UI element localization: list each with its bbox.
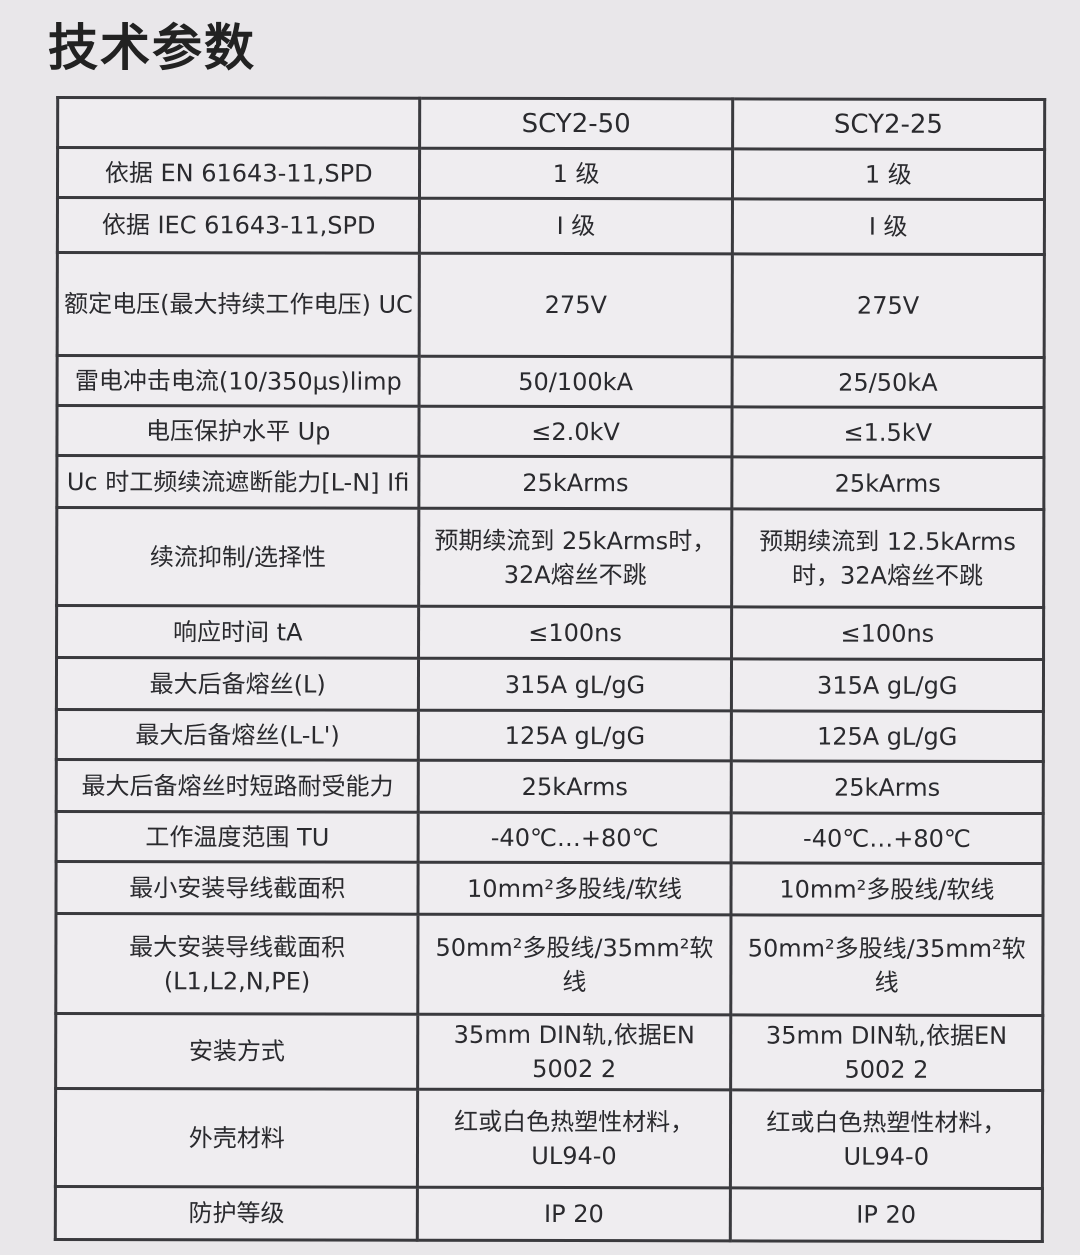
table-row: 最大后备熔丝(L) 315A gL/gG 315A gL/gG [56, 657, 1044, 712]
row-label: 响应时间 tA [56, 605, 420, 659]
value-scy2-25: 50mm²多股线/35mm²软线 [730, 914, 1043, 1016]
table-row: 安装方式 35mm DIN轨,依据EN 5002 2 35mm DIN轨,依据EN … [55, 1013, 1043, 1091]
value-scy2-50: 10mm²多股线/软线 [418, 862, 731, 915]
row-label: 续流抑制/选择性 [56, 507, 420, 607]
value-scy2-25: 25kArms [730, 760, 1044, 814]
value-scy2-50: ≤2.0kV [419, 406, 732, 457]
row-label: 安装方式 [55, 1013, 419, 1090]
row-label: 雷电冲击电流(10/350μs)limp [57, 355, 420, 407]
value-scy2-25: ≤100ns [731, 606, 1044, 660]
table-header-row: SCY2-50 SCY2-25 [57, 97, 1045, 150]
header-cell-scy2-25: SCY2-25 [732, 98, 1045, 150]
value-scy2-50: -40℃…+80℃ [418, 812, 731, 863]
value-scy2-50: ≤100ns [418, 606, 732, 659]
table-row: 电压保护水平 Up ≤2.0kV ≤1.5kV [56, 405, 1045, 458]
value-scy2-50: 预期续流到 25kArms时，32A熔丝不跳 [419, 508, 732, 607]
table-row: 最小安装导线截面积 10mm²多股线/软线 10mm²多股线/软线 [55, 861, 1044, 916]
value-scy2-50: 1 级 [419, 148, 733, 199]
value-scy2-25: 25kArms [731, 456, 1044, 510]
table-row: 防护等级 IP 20 IP 20 [55, 1186, 1043, 1242]
value-scy2-50: 125A gL/gG [418, 710, 732, 761]
value-scy2-50: 315A gL/gG [418, 658, 732, 711]
value-scy2-25: 10mm²多股线/软线 [730, 862, 1044, 916]
row-label: 防护等级 [55, 1186, 418, 1241]
value-scy2-25: 35mm DIN轨,依据EN 5002 2 [730, 1014, 1043, 1091]
value-scy2-25: -40℃…+80℃ [730, 812, 1044, 864]
row-label: 电压保护水平 Up [56, 405, 420, 457]
row-label: 外壳材料 [55, 1088, 419, 1188]
value-scy2-50: 25kArms [418, 760, 731, 813]
value-scy2-25: I 级 [731, 198, 1045, 255]
value-scy2-50: 35mm DIN轨,依据EN 5002 2 [418, 1014, 731, 1090]
value-scy2-25: 预期续流到 12.5kArms时，32A熔丝不跳 [731, 508, 1044, 608]
value-scy2-25: 125A gL/gG [730, 710, 1044, 762]
row-label: 最小安装导线截面积 [55, 861, 419, 915]
table-row: 雷电冲击电流(10/350μs)limp 50/100kA 25/50kA [57, 355, 1045, 408]
value-scy2-50: 红或白色热塑性材料，UL94-0 [417, 1089, 731, 1188]
page-title: 技术参数 [48, 19, 256, 77]
header-cell-empty [57, 97, 421, 149]
table-row: 工作温度范围 TU -40℃…+80℃ -40℃…+80℃ [56, 811, 1044, 864]
table-row: 响应时间 tA ≤100ns ≤100ns [56, 605, 1044, 660]
row-label: 最大安装导线截面积 (L1,L2,N,PE) [55, 913, 419, 1015]
table-row: 续流抑制/选择性 预期续流到 25kArms时，32A熔丝不跳 预期续流到 12.5… [56, 507, 1044, 608]
value-scy2-50: I 级 [419, 198, 733, 254]
value-scy2-25: 315A gL/gG [731, 658, 1044, 712]
value-scy2-25: IP 20 [729, 1187, 1043, 1242]
row-label: Uc 时工频续流遮断能力[L-N] Ifi [56, 455, 420, 509]
value-scy2-50: 25kArms [419, 456, 732, 509]
table-row: 额定电压(最大持续工作电压) UC 275V 275V [57, 252, 1045, 358]
value-scy2-25: 25/50kA [731, 356, 1045, 408]
row-label: 最大后备熔丝(L) [56, 657, 419, 711]
value-scy2-50: 275V [419, 253, 732, 357]
row-label: 依据 IEC 61643-11,SPD [57, 197, 420, 254]
header-cell-scy2-50: SCY2-50 [420, 98, 733, 149]
row-label: 依据 EN 61643-11,SPD [57, 147, 421, 199]
value-scy2-25: 275V [731, 253, 1045, 358]
value-scy2-25: 1 级 [732, 148, 1045, 200]
table-row: 最大后备熔丝时短路耐受能力 25kArms 25kArms [56, 759, 1044, 814]
value-scy2-50: 50mm²多股线/35mm²软线 [418, 914, 731, 1015]
table-row: Uc 时工频续流遮断能力[L-N] Ifi 25kArms 25kArms [56, 455, 1044, 510]
table-row: 最大后备熔丝(L-L') 125A gL/gG 125A gL/gG [56, 709, 1044, 762]
row-label: 工作温度范围 TU [56, 811, 419, 863]
table-row: 外壳材料 红或白色热塑性材料，UL94-0 红或白色热塑性材料，UL94-0 [55, 1088, 1043, 1189]
row-label: 最大后备熔丝(L-L') [56, 709, 419, 761]
row-label: 额定电压(最大持续工作电压) UC [57, 252, 420, 357]
table-row: 最大安装导线截面积 (L1,L2,N,PE) 50mm²多股线/35mm²软线 50… [55, 913, 1043, 1016]
value-scy2-25: 红或白色热塑性材料，UL94-0 [730, 1089, 1043, 1189]
row-label: 最大后备熔丝时短路耐受能力 [56, 759, 419, 813]
value-scy2-50: IP 20 [417, 1187, 731, 1241]
value-scy2-25: ≤1.5kV [731, 406, 1045, 458]
value-scy2-50: 50/100kA [419, 356, 732, 407]
